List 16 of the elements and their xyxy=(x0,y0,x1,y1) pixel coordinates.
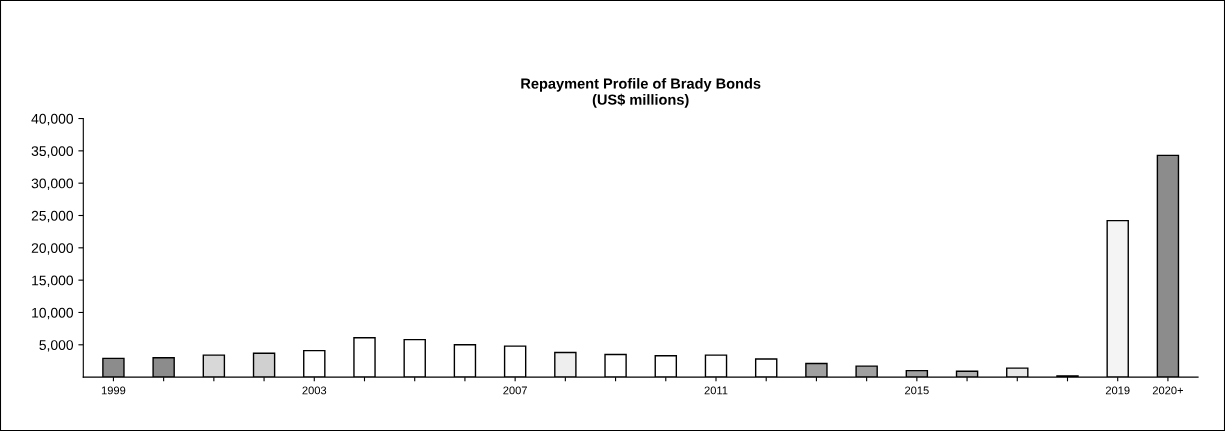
y-tick-label: 35,000 xyxy=(31,146,74,158)
chart-title: Repayment Profile of Brady Bonds (US$ millions) xyxy=(521,78,761,108)
x-tick-label: 2019 xyxy=(1105,386,1130,395)
x-tick-label: 2020+ xyxy=(1152,386,1183,395)
x-tick-label: 2007 xyxy=(503,386,527,395)
x-tick-label: 2015 xyxy=(905,386,929,395)
x-tick-label: 2011 xyxy=(704,386,728,395)
y-tick-label: 30,000 xyxy=(31,178,74,190)
y-tick-label: 25,000 xyxy=(31,210,74,223)
y-tick-label: 10,000 xyxy=(32,307,74,320)
y-tick-label: 5,000 xyxy=(39,340,74,352)
x-tick-label: 1999 xyxy=(101,386,126,395)
x-tick-label: 2003 xyxy=(302,386,327,395)
y-tick-label: 15,000 xyxy=(32,275,74,287)
y-tick-label: 40,000 xyxy=(31,113,74,126)
y-tick-label: 20,000 xyxy=(31,243,74,255)
